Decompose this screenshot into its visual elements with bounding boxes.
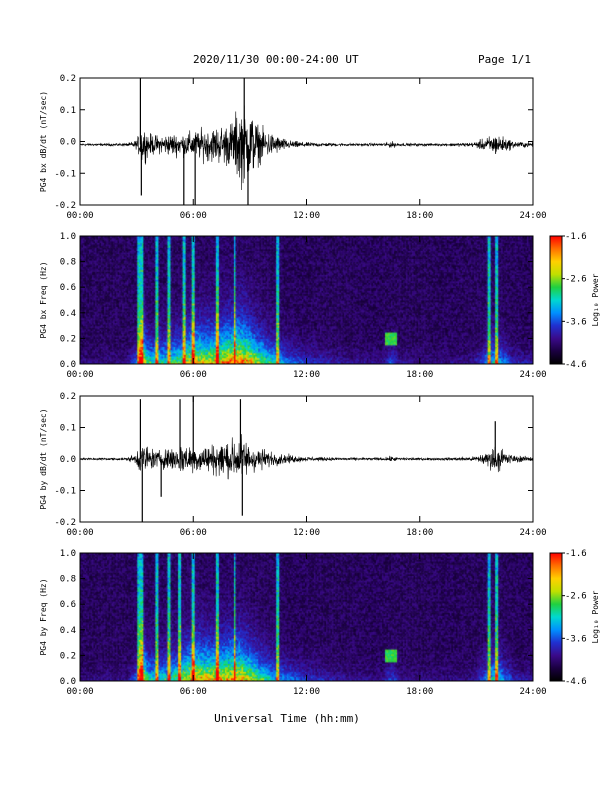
y-tick-label: 1.0	[60, 549, 76, 559]
colorbar-tick-label: -3.6	[565, 634, 587, 644]
y-axis-label: PG4 by dB/dt (nT/sec)	[39, 408, 48, 509]
colorbar-tick-label: -4.6	[565, 677, 587, 687]
x-tick-label: 18:00	[406, 370, 433, 380]
y-tick-label: 0.8	[60, 575, 76, 585]
x-tick-label: 00:00	[66, 370, 93, 380]
colorbar-tick-label: -2.6	[565, 275, 587, 285]
x-tick-label: 12:00	[293, 528, 320, 538]
spectrogram-image	[80, 236, 533, 364]
colorbar-tick-label: -4.6	[565, 360, 587, 370]
x-tick-label: 12:00	[293, 211, 320, 221]
x-tick-label: 18:00	[406, 687, 433, 697]
y-tick-label: 0.2	[60, 392, 76, 402]
y-tick-label: -0.2	[54, 201, 76, 211]
y-tick-label: 0.0	[60, 455, 76, 465]
x-tick-label: 24:00	[519, 528, 546, 538]
colorbar-label: Log₁₀ Power	[591, 273, 600, 326]
y-tick-label: 0.4	[60, 309, 76, 319]
colorbar-tick-label: -1.6	[565, 232, 587, 242]
x-tick-label: 18:00	[406, 528, 433, 538]
x-tick-label: 24:00	[519, 370, 546, 380]
x-tick-label: 18:00	[406, 211, 433, 221]
y-tick-label: -0.1	[54, 169, 76, 179]
by-waveform-panel	[79, 396, 534, 522]
y-tick-label: 0.8	[60, 258, 76, 268]
y-tick-label: 0.2	[60, 74, 76, 84]
y-tick-label: 0.0	[60, 677, 76, 687]
colorbar	[549, 235, 563, 365]
y-tick-label: 0.4	[60, 626, 76, 636]
x-tick-label: 12:00	[293, 687, 320, 697]
colorbar	[549, 552, 563, 682]
x-tick-label: 12:00	[293, 370, 320, 380]
x-tick-label: 00:00	[66, 687, 93, 697]
bx-waveform-panel	[79, 78, 534, 205]
colorbar-tick-label: -3.6	[565, 317, 587, 327]
x-tick-label: 06:00	[180, 211, 207, 221]
y-tick-label: 0.6	[60, 600, 76, 610]
x-tick-label: 24:00	[519, 687, 546, 697]
x-tick-label: 06:00	[180, 528, 207, 538]
y-tick-label: 1.0	[60, 232, 76, 242]
x-tick-label: 06:00	[180, 687, 207, 697]
y-tick-label: 0.2	[60, 334, 76, 344]
x-tick-label: 06:00	[180, 370, 207, 380]
x-tick-label: 00:00	[66, 528, 93, 538]
waveform-trace	[79, 105, 534, 190]
y-tick-label: -0.2	[54, 518, 76, 528]
colorbar-label: Log₁₀ Power	[591, 590, 600, 643]
y-axis-label: PG4 by Freq (Hz)	[39, 578, 48, 655]
page-number: Page 1/1	[478, 53, 531, 66]
waveform-trace	[79, 434, 534, 480]
y-tick-label: 0.2	[60, 651, 76, 661]
colorbar-tick-label: -1.6	[565, 549, 587, 559]
y-tick-label: 0.0	[60, 360, 76, 370]
y-tick-label: 0.0	[60, 138, 76, 148]
by-spectrogram-panel	[80, 553, 533, 681]
y-tick-label: -0.1	[54, 487, 76, 497]
y-tick-label: 0.6	[60, 283, 76, 293]
x-tick-label: 00:00	[66, 211, 93, 221]
page-title: 2020/11/30 00:00-24:00 UT	[193, 53, 359, 66]
y-axis-label: PG4 bx Freq (Hz)	[39, 261, 48, 338]
y-tick-label: 0.1	[60, 106, 76, 116]
colorbar-tick-label: -2.6	[565, 592, 587, 602]
y-axis-label: PG4 bx dB/dt (nT/sec)	[39, 91, 48, 192]
x-axis-label: Universal Time (hh:mm)	[214, 712, 360, 725]
y-tick-label: 0.1	[60, 424, 76, 434]
spectrogram-image	[80, 553, 533, 681]
bx-spectrogram-panel	[80, 236, 533, 364]
x-tick-label: 24:00	[519, 211, 546, 221]
